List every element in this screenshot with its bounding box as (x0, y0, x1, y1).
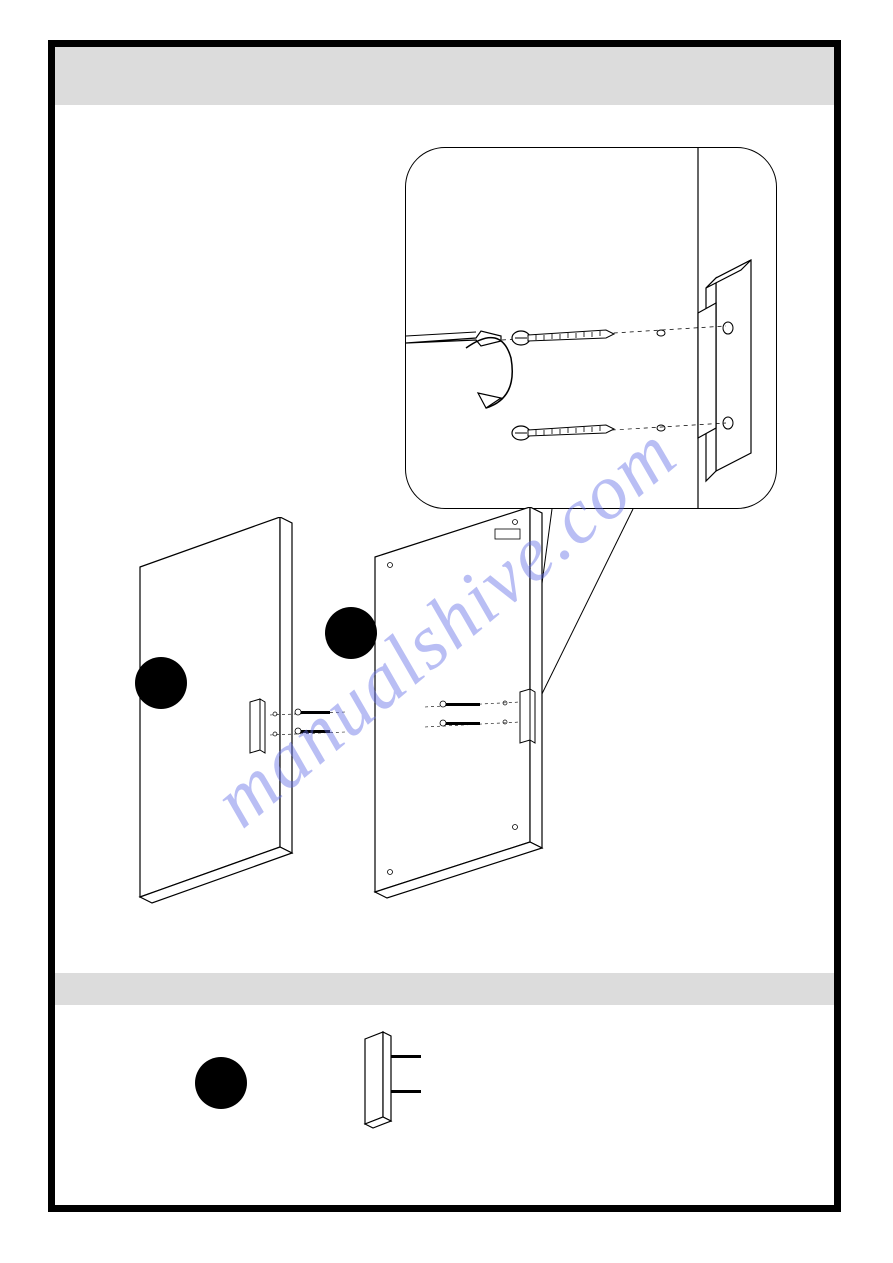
left-door-panel (120, 517, 350, 937)
manual-page-frame: manualshive.com (48, 40, 841, 1212)
step-marker-circle (135, 657, 187, 709)
step-marker-circle (325, 607, 377, 659)
parts-handle-icon (355, 1027, 445, 1137)
right-door-panel (355, 507, 605, 937)
step-marker-circle (195, 1057, 247, 1109)
